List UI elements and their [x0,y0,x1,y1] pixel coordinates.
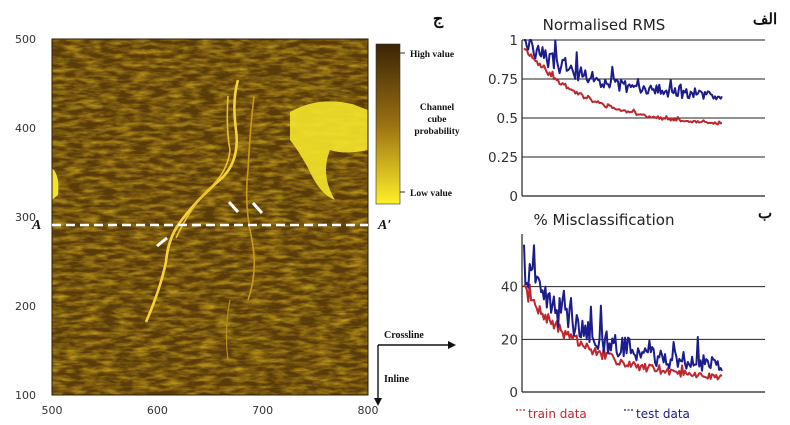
direction-arrows: Crossline Inline [374,330,456,406]
rms-panel-label: الف [753,12,777,28]
map-y-tick-100: 100 [15,389,36,402]
map-texture [52,39,368,395]
colorbar-high-label: High value [410,50,454,60]
colorbar-low-label: Low value [410,189,452,199]
inline-arrowhead [374,398,382,406]
rms-chart: Normalised RMS الف 0 0.25 0.5 0.75 1 [488,12,777,205]
rms-y-tick-1: 1 [509,33,518,49]
marker-dash-1 [156,236,168,248]
crossline-label: Crossline [384,330,424,341]
mis-y-tick-0: 0 [509,385,518,401]
mis-gridlines [522,286,765,393]
mis-series [523,244,723,381]
rms-y-tick-0: 0 [509,189,518,205]
rms-series-line-0 [523,47,723,126]
rms-y-tick-0.75: 0.75 [488,72,518,88]
mis-panel-label: ب [758,206,772,222]
mis-y-tick-20: 20 [501,332,518,348]
colorbar-title-line: cube [428,115,447,125]
rms-gridlines [522,39,765,197]
left-edge-highlight [52,168,59,200]
legend-label-1: test data [636,407,690,421]
rms-series-line-1 [524,39,723,101]
map-y-tick-200: 200 [15,300,36,313]
colorbar-gradient [375,43,401,205]
legend-label-0: train data [528,407,587,421]
map-x-tick-700: 700 [252,404,273,417]
map-y-tick-400: 400 [15,122,36,135]
inline-label: Inline [384,374,410,385]
mis-series-line-1 [523,244,723,372]
colorbar: High value Channel cube probability Low va… [375,43,460,205]
map-x-tick-labels: 500 600 700 800 [42,404,379,417]
mis-y-tick-labels: 0 20 40 [501,280,518,401]
crossline-arrowhead [448,341,456,349]
map-x-tick-800: 800 [358,404,379,417]
marker-dash-2 [227,200,240,214]
section-end-label: A′ [377,218,391,233]
rms-chart-title: Normalised RMS [543,16,666,34]
colorbar-title-line: Channel [420,103,455,113]
secondary-channel [245,95,256,301]
rms-y-tick-0.5: 0.5 [497,111,518,127]
section-start-label: A [31,218,41,233]
map-panel-label: ج [433,11,444,29]
map-y-tick-500: 500 [15,33,36,46]
rms-y-tick-0.25: 0.25 [488,150,518,166]
main-channel-branch [175,95,231,239]
bright-channel-body [290,101,368,200]
misclassification-chart: % Misclassification ب 0 20 40 train data te… [501,206,772,421]
map-frame [51,38,369,396]
mis-legend: train data test data [516,407,690,421]
rms-y-tick-labels: 0 0.25 0.5 0.75 1 [488,33,518,205]
map-x-tick-500: 500 [42,404,63,417]
mis-chart-title: % Misclassification [534,211,675,229]
map-y-tick-labels: 100 200 300 400 500 [15,33,36,402]
map-panel: A A′ 100 200 300 400 500 500 600 700 800 ج [15,11,444,417]
map-y-tick-300: 300 [15,211,36,224]
map-x-tick-600: 600 [147,404,168,417]
faint-channel [225,299,231,361]
mis-y-tick-40: 40 [501,280,518,296]
rms-series [523,39,723,126]
marker-dash-3 [251,201,264,215]
colorbar-title-line: probability [414,127,459,137]
colorbar-title: Channel cube probability [414,103,459,137]
map-features [52,79,368,361]
